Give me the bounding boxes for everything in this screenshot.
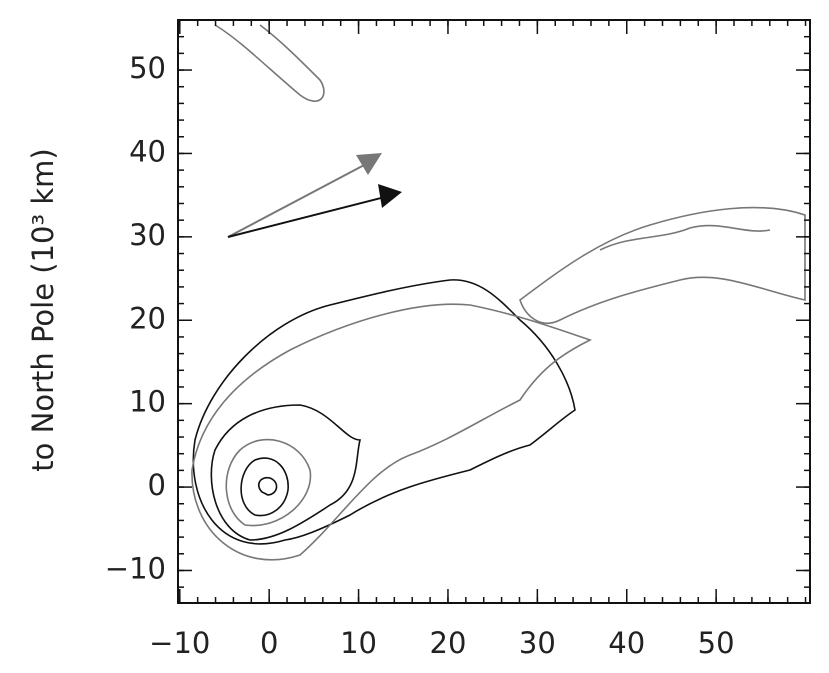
arrow-gray [227,162,369,238]
contour-inner [240,457,289,517]
y-tick-label: −10 [105,551,166,585]
y-tick-label: 20 [129,301,166,335]
contour-mid [210,404,362,541]
y-tick-label: 10 [129,385,166,419]
contour-outer [192,279,576,545]
y-tick-label: 0 [148,468,166,502]
arrow-gray-head [356,153,382,175]
plot-frame [177,19,811,604]
arrow-black [227,196,386,238]
contour-gray-tail [519,206,806,325]
y-tick-label: 30 [129,218,166,252]
contour-gray-top [214,24,325,102]
contour-gray-band [599,224,771,251]
y-axis-label: to North Pole (10³ km) [26,148,60,471]
contours [191,24,806,561]
x-tick-label: 30 [519,626,556,660]
contour-gray-outer [191,303,593,561]
x-tick-label: −10 [149,626,210,660]
arrows [227,153,402,238]
x-tick-label: 20 [430,626,467,660]
x-tick-label: 40 [608,626,645,660]
y-tick-label: 40 [129,134,166,168]
contour-core [258,476,278,496]
contour-gray-inner [225,438,312,527]
arrow-black-head [378,184,402,208]
x-tick-label: 10 [340,626,377,660]
y-tick-label: 50 [129,51,166,85]
x-tick-label: 0 [260,626,278,660]
x-tick-label: 50 [698,626,735,660]
